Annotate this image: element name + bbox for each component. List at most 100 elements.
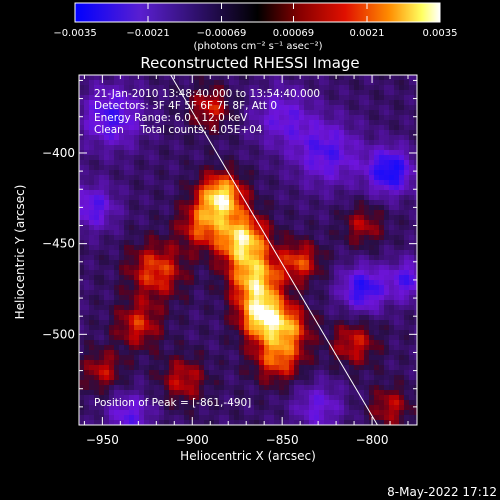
heatmap-cell xyxy=(344,340,350,346)
heatmap-cell xyxy=(189,110,195,116)
heatmap-cell xyxy=(324,370,330,376)
heatmap-cell xyxy=(324,230,330,236)
heatmap-cell xyxy=(254,395,260,401)
heatmap-cell xyxy=(119,200,125,206)
heatmap-cell xyxy=(164,255,170,261)
heatmap-cell xyxy=(354,410,360,416)
heatmap-cell xyxy=(354,230,360,236)
heatmap-cell xyxy=(189,160,195,166)
heatmap-cell xyxy=(339,100,345,106)
heatmap-cell xyxy=(124,260,130,266)
heatmap-cell xyxy=(409,225,415,231)
heatmap-cell xyxy=(374,375,380,381)
heatmap-cell xyxy=(84,160,90,166)
heatmap-cell xyxy=(294,280,300,286)
heatmap-cell xyxy=(104,270,110,276)
heatmap-cell xyxy=(349,185,355,191)
heatmap-cell xyxy=(129,355,135,361)
heatmap-cell xyxy=(304,215,310,221)
heatmap-cell xyxy=(169,350,175,356)
heatmap-cell xyxy=(269,340,275,346)
heatmap-cell xyxy=(99,75,105,81)
heatmap-cell xyxy=(99,390,105,396)
heatmap-cell xyxy=(229,290,235,296)
heatmap-cell xyxy=(399,265,405,271)
heatmap-cell xyxy=(319,300,325,306)
heatmap-cell xyxy=(194,100,200,106)
heatmap-cell xyxy=(364,290,370,296)
heatmap-cell xyxy=(389,135,395,141)
heatmap-cell xyxy=(384,155,390,161)
heatmap-cell xyxy=(204,265,210,271)
heatmap-cell xyxy=(114,175,120,181)
heatmap-cell xyxy=(274,250,280,256)
heatmap-cell xyxy=(394,265,400,271)
heatmap-cell xyxy=(264,385,270,391)
heatmap-cell xyxy=(144,300,150,306)
heatmap-cell xyxy=(204,340,210,346)
heatmap-cell xyxy=(84,215,90,221)
heatmap-cell xyxy=(389,115,395,121)
heatmap-cell xyxy=(319,340,325,346)
heatmap-cell xyxy=(404,375,410,381)
heatmap-cell xyxy=(139,185,145,191)
heatmap-cell xyxy=(249,160,255,166)
heatmap-cell xyxy=(169,345,175,351)
heatmap-cell xyxy=(389,160,395,166)
heatmap-cell xyxy=(264,310,270,316)
heatmap-cell xyxy=(269,410,275,416)
heatmap-cell xyxy=(299,270,305,276)
heatmap-cell xyxy=(319,180,325,186)
heatmap-cell xyxy=(259,195,265,201)
heatmap-cell xyxy=(404,300,410,306)
heatmap-cell xyxy=(214,225,220,231)
heatmap-cell xyxy=(244,145,250,151)
heatmap-cell xyxy=(89,210,95,216)
heatmap-cell xyxy=(319,385,325,391)
heatmap-cell xyxy=(119,170,125,176)
heatmap-cell xyxy=(369,230,375,236)
heatmap-cell xyxy=(184,410,190,416)
heatmap-cell xyxy=(284,415,290,421)
heatmap-cell xyxy=(364,215,370,221)
heatmap-cell xyxy=(359,90,365,96)
heatmap-cell xyxy=(184,290,190,296)
heatmap-cell xyxy=(289,335,295,341)
heatmap-cell xyxy=(334,225,340,231)
heatmap-cell xyxy=(134,215,140,221)
heatmap-cell xyxy=(99,280,105,286)
heatmap-cell xyxy=(294,90,300,96)
heatmap-cell xyxy=(114,385,120,391)
heatmap-cell xyxy=(154,130,160,136)
heatmap-cell xyxy=(299,200,305,206)
heatmap-cell xyxy=(79,115,85,121)
heatmap-cell xyxy=(94,395,100,401)
heatmap-cell xyxy=(319,210,325,216)
heatmap-cell xyxy=(399,370,405,376)
heatmap-cell xyxy=(114,300,120,306)
heatmap-cell xyxy=(149,135,155,141)
heatmap-cell xyxy=(129,150,135,156)
heatmap-cell xyxy=(179,410,185,416)
heatmap-cell xyxy=(94,135,100,141)
heatmap-cell xyxy=(339,165,345,171)
heatmap-cell xyxy=(194,215,200,221)
heatmap-cell xyxy=(104,290,110,296)
heatmap-cell xyxy=(114,380,120,386)
heatmap-cell xyxy=(209,95,215,101)
heatmap-cell xyxy=(139,365,145,371)
heatmap-cell xyxy=(384,165,390,171)
heatmap-cell xyxy=(224,415,230,421)
heatmap-cell xyxy=(279,410,285,416)
heatmap-cell xyxy=(369,240,375,246)
heatmap-cell xyxy=(84,350,90,356)
heatmap-cell xyxy=(179,375,185,381)
heatmap-cell xyxy=(314,200,320,206)
heatmap-cell xyxy=(124,165,130,171)
heatmap-cell xyxy=(234,165,240,171)
heatmap-cell xyxy=(184,285,190,291)
heatmap-cell xyxy=(364,200,370,206)
heatmap-cell xyxy=(134,355,140,361)
heatmap-cell xyxy=(364,335,370,341)
heatmap-cell xyxy=(349,190,355,196)
